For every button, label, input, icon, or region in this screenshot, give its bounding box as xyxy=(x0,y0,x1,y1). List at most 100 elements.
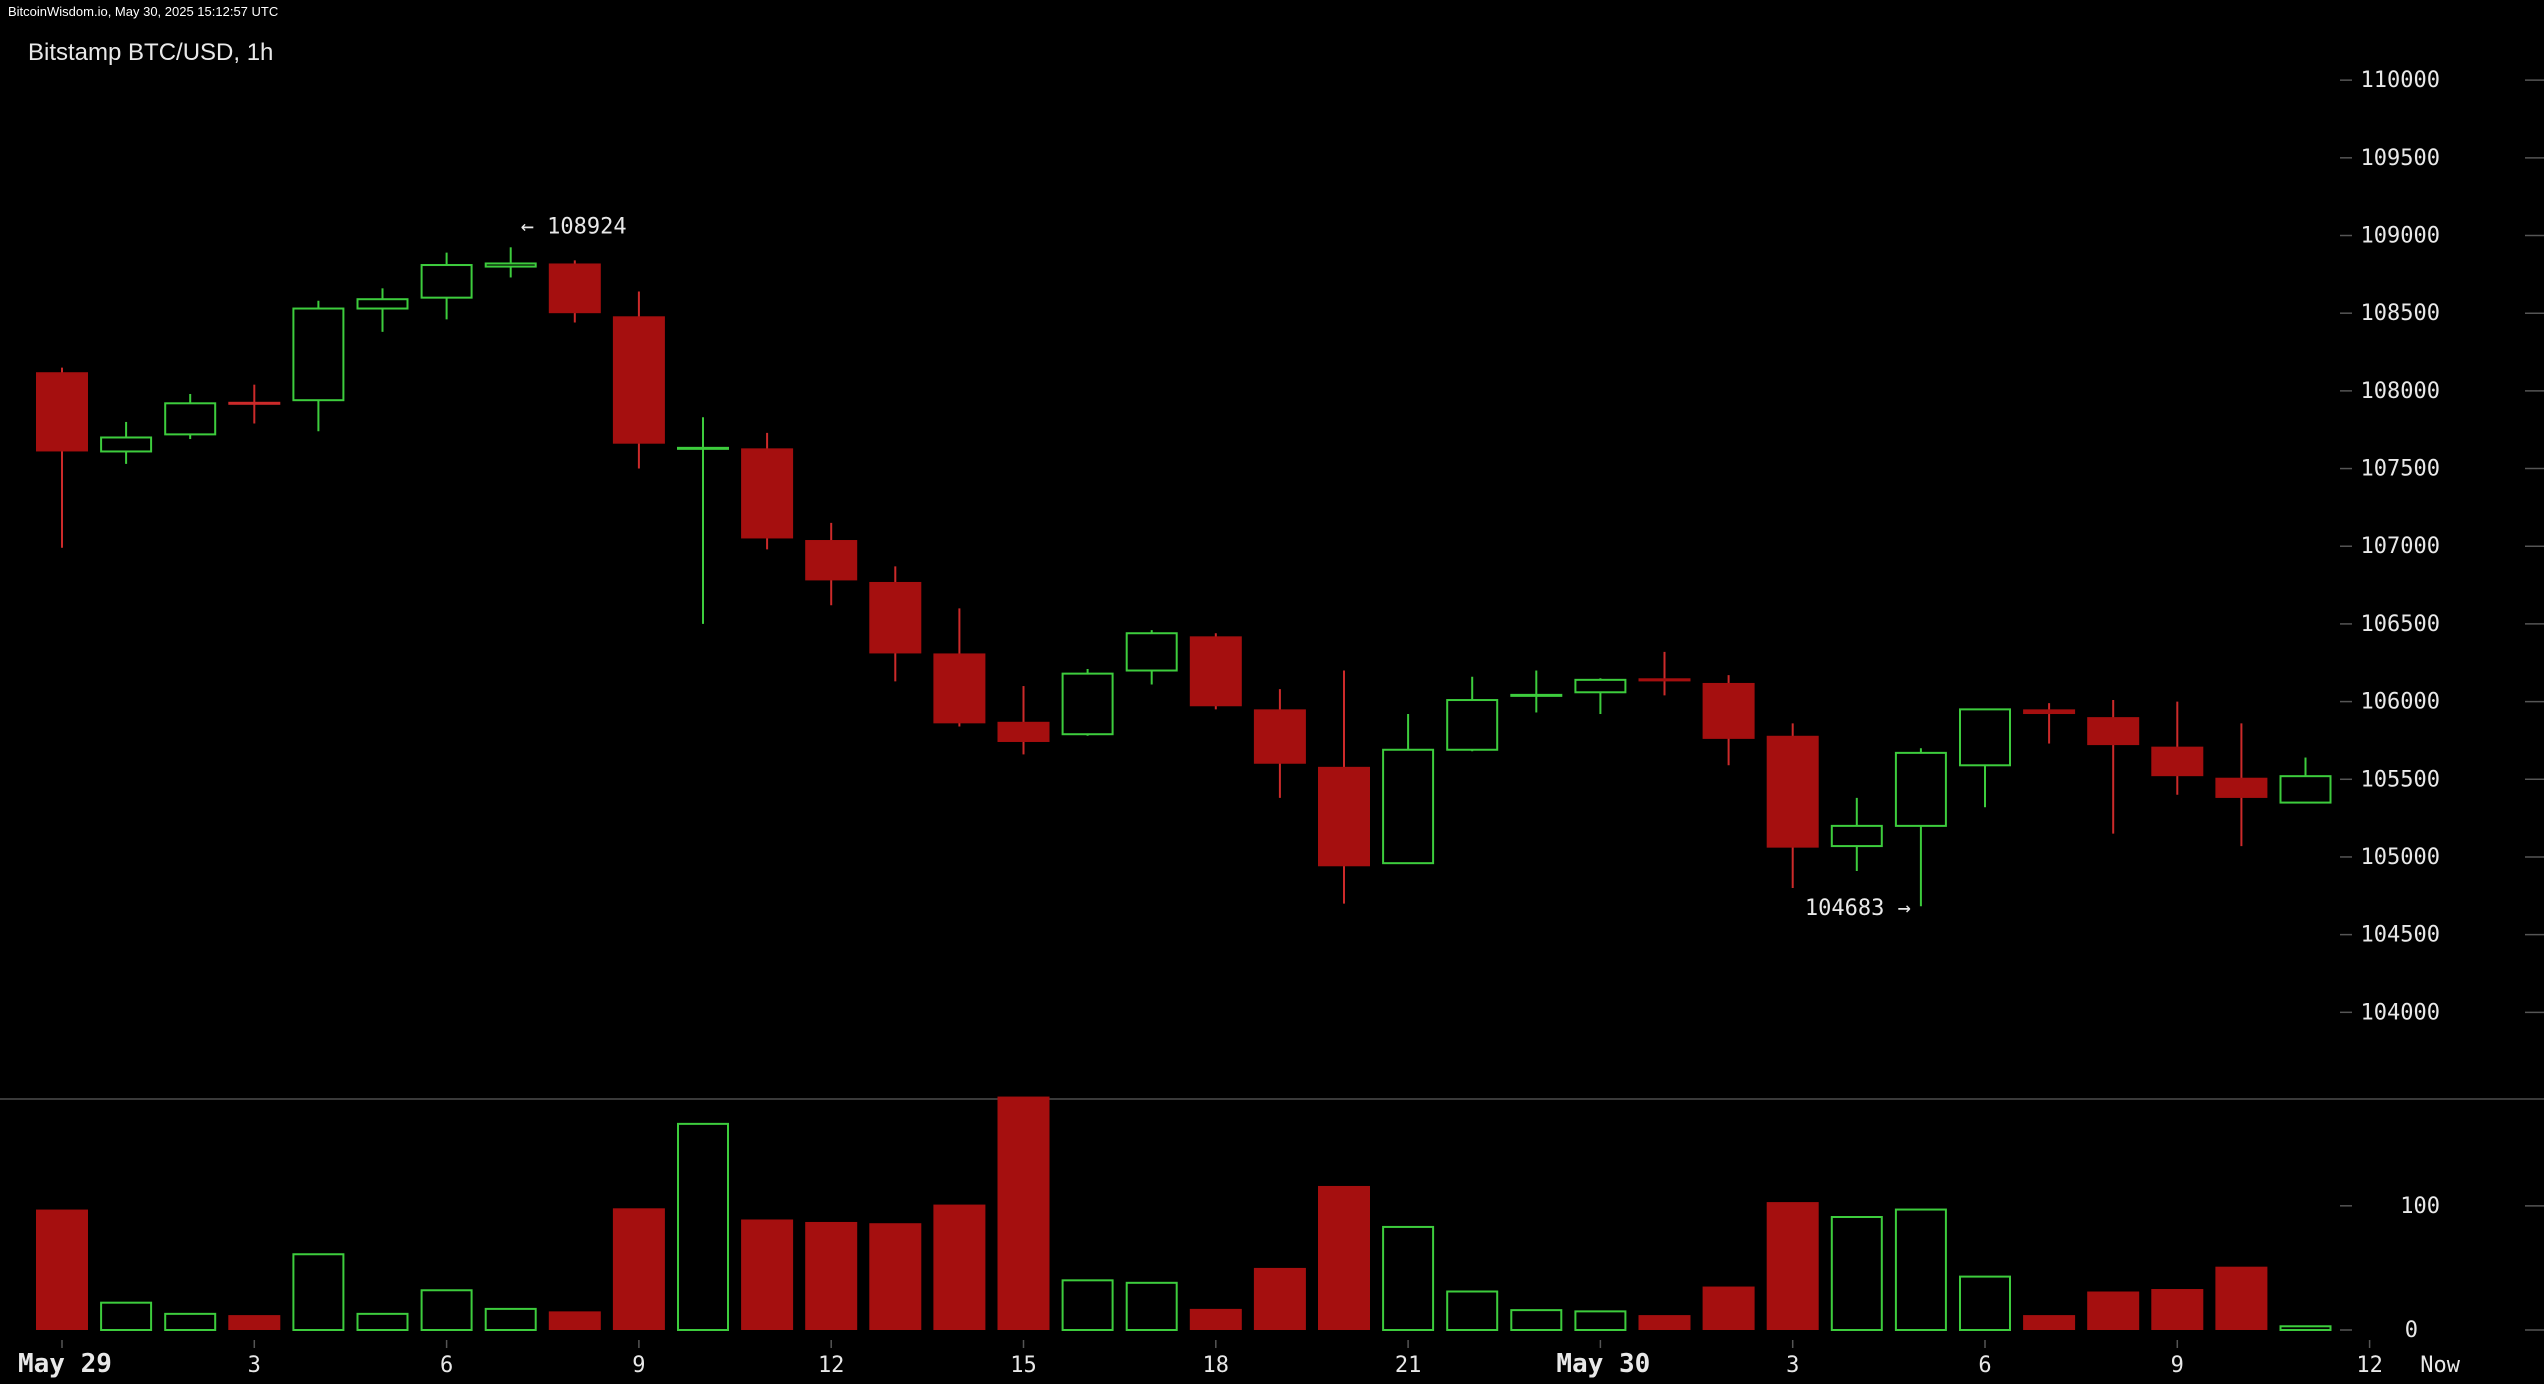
candle xyxy=(741,432,794,550)
volume-axis-label: 100 xyxy=(2400,1194,2440,1219)
candle xyxy=(1446,676,1499,752)
candle-body xyxy=(228,401,281,405)
volume-bar xyxy=(1959,1275,2011,1331)
candle xyxy=(2023,703,2076,744)
timestamp-label: BitcoinWisdom.io, May 30, 2025 15:12:57 … xyxy=(8,4,278,19)
volume-bar xyxy=(2215,1266,2268,1330)
candle xyxy=(1253,689,1306,798)
candle xyxy=(1894,748,1947,907)
candle xyxy=(1959,708,2011,808)
volume-bar xyxy=(1830,1216,1883,1331)
candle xyxy=(612,291,665,469)
candle-body xyxy=(420,264,473,299)
volume-bar xyxy=(228,1315,281,1330)
candle xyxy=(1318,670,1370,904)
candle-body xyxy=(2215,777,2268,798)
volume-bar xyxy=(612,1208,665,1330)
candle-body xyxy=(1766,735,1819,848)
volume-bar xyxy=(1446,1290,1499,1331)
candle-body xyxy=(933,653,986,724)
time-axis-now-label: Now xyxy=(2420,1353,2460,1378)
volume-bar xyxy=(36,1209,88,1330)
volume-bar xyxy=(869,1223,922,1330)
volume-bar xyxy=(356,1312,409,1332)
candle xyxy=(1702,675,1755,766)
time-axis-label: 21 xyxy=(1395,1353,1422,1378)
time-axis-label: 12 xyxy=(818,1353,845,1378)
candle xyxy=(1638,651,1691,696)
price-axis-label: 104500 xyxy=(2361,923,2440,948)
price-axis-label: 109000 xyxy=(2361,224,2440,249)
candle xyxy=(677,417,729,624)
time-axis-label: 3 xyxy=(1786,1353,1799,1378)
candle xyxy=(997,686,1050,755)
price-axis-label: 105000 xyxy=(2361,845,2440,870)
volume-bar xyxy=(484,1307,537,1332)
price-axis-label: 109500 xyxy=(2361,146,2440,171)
volume-bar xyxy=(2023,1315,2076,1330)
candle-body xyxy=(805,540,858,581)
candle xyxy=(228,384,281,424)
candle-body xyxy=(1574,678,1627,694)
volume-bar xyxy=(1189,1308,1242,1330)
price-axis-label: 104000 xyxy=(2361,1000,2440,1025)
volume-bar xyxy=(1253,1267,1306,1330)
price-axis-label: 108500 xyxy=(2361,301,2440,326)
candle-body xyxy=(2279,775,2332,804)
volume-bar xyxy=(164,1312,217,1332)
candle-body xyxy=(1382,748,1435,865)
time-axis-label: 18 xyxy=(1203,1353,1230,1378)
volume-bar xyxy=(933,1204,986,1330)
candle xyxy=(805,522,858,606)
volume-bar xyxy=(2087,1291,2140,1330)
candle-body xyxy=(997,721,1050,742)
low-annotation: 104683 → xyxy=(1805,896,1911,921)
candle xyxy=(2279,757,2332,804)
time-axis-day-label: May 29 xyxy=(18,1349,112,1379)
candle-body xyxy=(2151,746,2204,777)
volume-bar xyxy=(1574,1310,1627,1332)
volume-bar xyxy=(677,1122,729,1332)
candle-body xyxy=(1959,708,2011,767)
volume-axis: 0 100 xyxy=(2340,1194,2544,1343)
candle xyxy=(1766,723,1819,889)
candle xyxy=(292,300,345,432)
candle xyxy=(1510,670,1563,713)
volume-axis-label: 0 xyxy=(2405,1318,2418,1343)
time-axis-label: 12 xyxy=(2356,1353,2383,1378)
candle-body xyxy=(1894,751,1947,827)
candle-body xyxy=(36,372,88,452)
high-annotation: ← 108924 xyxy=(521,214,627,239)
volume-bar xyxy=(548,1311,601,1330)
candle-body xyxy=(484,262,537,268)
candle xyxy=(548,260,601,323)
annotations: ← 108924 104683 → xyxy=(521,214,1911,921)
volume-bar xyxy=(1702,1286,1755,1330)
candle-body xyxy=(1638,678,1691,682)
candle-body xyxy=(1253,709,1306,764)
candle xyxy=(1125,630,1178,685)
candle-body xyxy=(741,448,794,539)
candle xyxy=(1574,678,1627,715)
volume-bar xyxy=(1894,1208,1947,1331)
candle xyxy=(164,393,217,440)
candle-body xyxy=(1830,824,1883,848)
candle-body xyxy=(292,307,345,402)
candle xyxy=(484,247,537,278)
price-axis-label: 110000 xyxy=(2361,68,2440,93)
volume-bar xyxy=(2151,1289,2204,1330)
candle-body xyxy=(356,298,409,310)
volume-bar xyxy=(1638,1315,1691,1330)
volume-bar xyxy=(1125,1281,1178,1332)
candle-body xyxy=(1702,682,1755,739)
candle xyxy=(420,252,473,320)
time-axis-label: 15 xyxy=(1010,1353,1037,1378)
candle xyxy=(1061,668,1114,736)
volume-bar xyxy=(100,1301,153,1331)
volume-bar xyxy=(1382,1225,1435,1332)
candle-body xyxy=(869,581,922,654)
candle-body xyxy=(548,263,601,314)
time-axis-day-label: May 30 xyxy=(1556,1349,1650,1379)
